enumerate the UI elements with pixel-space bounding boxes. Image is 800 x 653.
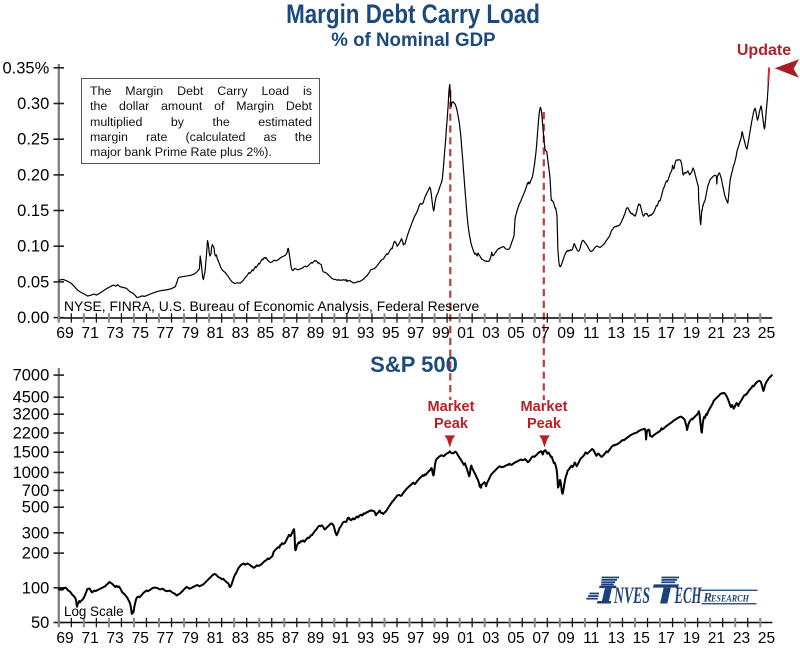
- svg-text:69: 69: [56, 325, 74, 342]
- svg-text:71: 71: [81, 325, 99, 342]
- svg-text:21: 21: [708, 325, 726, 342]
- svg-text:09: 09: [557, 630, 574, 647]
- svg-text:77: 77: [157, 630, 174, 647]
- svg-text:25: 25: [758, 325, 776, 342]
- svg-text:3200: 3200: [13, 406, 50, 424]
- svg-text:50: 50: [31, 614, 49, 632]
- svg-text:95: 95: [382, 630, 399, 647]
- svg-text:73: 73: [106, 325, 124, 342]
- svg-text:83: 83: [232, 325, 250, 342]
- svg-text:05: 05: [507, 325, 525, 342]
- svg-text:85: 85: [257, 325, 275, 342]
- svg-text:97: 97: [407, 325, 425, 342]
- svg-text:13: 13: [608, 630, 625, 647]
- svg-text:91: 91: [332, 325, 350, 342]
- svg-text:11: 11: [583, 325, 600, 342]
- svg-text:75: 75: [131, 325, 149, 342]
- svg-text:87: 87: [282, 325, 300, 342]
- svg-text:200: 200: [22, 545, 50, 563]
- svg-text:01: 01: [457, 630, 474, 647]
- svg-text:79: 79: [182, 630, 199, 647]
- svg-text:07: 07: [532, 630, 549, 647]
- svg-text:500: 500: [22, 499, 50, 517]
- svg-text:100: 100: [22, 579, 50, 597]
- svg-text:300: 300: [22, 524, 50, 542]
- svg-text:05: 05: [507, 630, 524, 647]
- svg-text:81: 81: [207, 630, 224, 647]
- svg-text:77: 77: [156, 325, 174, 342]
- svg-text:0.35%: 0.35%: [3, 59, 50, 77]
- svg-text:17: 17: [658, 325, 676, 342]
- svg-text:09: 09: [557, 325, 575, 342]
- svg-text:89: 89: [307, 325, 325, 342]
- svg-text:97: 97: [407, 630, 424, 647]
- svg-text:73: 73: [107, 630, 124, 647]
- svg-text:87: 87: [282, 630, 299, 647]
- svg-text:15: 15: [633, 630, 650, 647]
- svg-text:0.30: 0.30: [17, 95, 49, 113]
- svg-text:75: 75: [132, 630, 149, 647]
- svg-text:69: 69: [56, 630, 73, 647]
- svg-text:23: 23: [733, 630, 750, 647]
- svg-text:1500: 1500: [13, 444, 50, 462]
- svg-text:1000: 1000: [13, 464, 50, 482]
- svg-text:93: 93: [357, 630, 374, 647]
- svg-text:91: 91: [332, 630, 349, 647]
- svg-text:99: 99: [432, 630, 449, 647]
- svg-text:07: 07: [532, 325, 550, 342]
- svg-text:0.10: 0.10: [17, 238, 49, 256]
- svg-text:25: 25: [758, 630, 775, 647]
- svg-text:01: 01: [457, 325, 475, 342]
- svg-text:700: 700: [22, 482, 50, 500]
- svg-text:0.15: 0.15: [17, 202, 49, 220]
- svg-text:4500: 4500: [13, 389, 50, 407]
- svg-text:93: 93: [357, 325, 375, 342]
- svg-text:0.20: 0.20: [17, 166, 49, 184]
- svg-text:13: 13: [607, 325, 625, 342]
- svg-text:0.05: 0.05: [17, 273, 49, 291]
- svg-text:ESEARCH: ESEARCH: [710, 593, 749, 604]
- svg-text:7000: 7000: [13, 367, 50, 385]
- svg-text:83: 83: [232, 630, 249, 647]
- svg-text:2200: 2200: [13, 425, 50, 443]
- svg-text:81: 81: [207, 325, 225, 342]
- svg-text:ECH: ECH: [674, 583, 702, 608]
- svg-text:85: 85: [257, 630, 274, 647]
- svg-text:19: 19: [683, 325, 701, 342]
- svg-text:15: 15: [632, 325, 650, 342]
- svg-text:99: 99: [432, 325, 450, 342]
- svg-text:89: 89: [307, 630, 324, 647]
- svg-text:17: 17: [658, 630, 675, 647]
- svg-text:21: 21: [708, 630, 725, 647]
- svg-text:79: 79: [182, 325, 200, 342]
- svg-text:NVES: NVES: [613, 583, 650, 608]
- svg-text:0.00: 0.00: [17, 309, 49, 327]
- svg-text:11: 11: [583, 630, 599, 647]
- svg-text:R: R: [703, 590, 712, 604]
- svg-text:03: 03: [482, 630, 499, 647]
- svg-text:71: 71: [81, 630, 98, 647]
- svg-text:03: 03: [482, 325, 500, 342]
- svg-text:95: 95: [382, 325, 400, 342]
- svg-text:19: 19: [683, 630, 700, 647]
- svg-text:23: 23: [733, 325, 751, 342]
- svg-text:0.25: 0.25: [17, 131, 49, 149]
